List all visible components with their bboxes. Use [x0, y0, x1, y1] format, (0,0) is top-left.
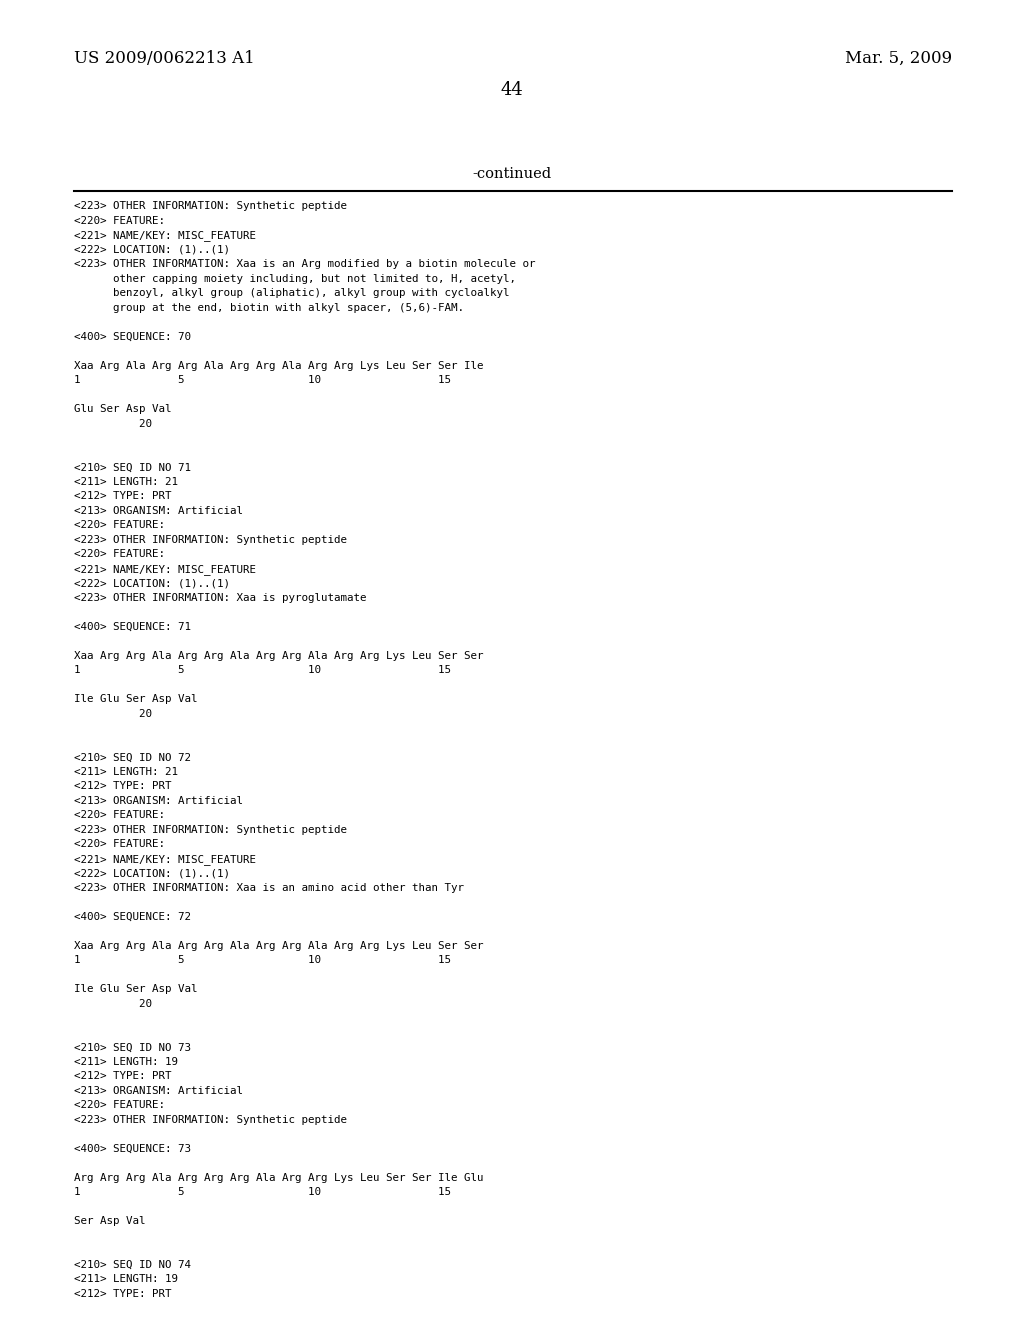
Text: <220> FEATURE:: <220> FEATURE:	[74, 549, 165, 560]
Text: <223> OTHER INFORMATION: Synthetic peptide: <223> OTHER INFORMATION: Synthetic pepti…	[74, 535, 347, 545]
Text: <213> ORGANISM: Artificial: <213> ORGANISM: Artificial	[74, 506, 243, 516]
Text: benzoyl, alkyl group (aliphatic), alkyl group with cycloalkyl: benzoyl, alkyl group (aliphatic), alkyl …	[74, 288, 509, 298]
Text: <220> FEATURE:: <220> FEATURE:	[74, 520, 165, 531]
Text: 20: 20	[74, 709, 152, 719]
Text: Glu Ser Asp Val: Glu Ser Asp Val	[74, 404, 171, 414]
Text: 1               5                   10                  15: 1 5 10 15	[74, 375, 451, 385]
Text: <210> SEQ ID NO 71: <210> SEQ ID NO 71	[74, 462, 190, 473]
Text: <221> NAME/KEY: MISC_FEATURE: <221> NAME/KEY: MISC_FEATURE	[74, 854, 256, 865]
Text: <222> LOCATION: (1)..(1): <222> LOCATION: (1)..(1)	[74, 869, 229, 878]
Text: other capping moiety including, but not limited to, H, acetyl,: other capping moiety including, but not …	[74, 275, 516, 284]
Text: <210> SEQ ID NO 73: <210> SEQ ID NO 73	[74, 1043, 190, 1052]
Text: <213> ORGANISM: Artificial: <213> ORGANISM: Artificial	[74, 796, 243, 807]
Text: <220> FEATURE:: <220> FEATURE:	[74, 840, 165, 849]
Text: <212> TYPE: PRT: <212> TYPE: PRT	[74, 491, 171, 502]
Text: Arg Arg Arg Ala Arg Arg Arg Ala Arg Arg Lys Leu Ser Ser Ile Glu: Arg Arg Arg Ala Arg Arg Arg Ala Arg Arg …	[74, 1173, 483, 1183]
Text: <223> OTHER INFORMATION: Xaa is an Arg modified by a biotin molecule or: <223> OTHER INFORMATION: Xaa is an Arg m…	[74, 260, 536, 269]
Text: <211> LENGTH: 19: <211> LENGTH: 19	[74, 1274, 178, 1284]
Text: <212> TYPE: PRT: <212> TYPE: PRT	[74, 781, 171, 792]
Text: <400> SEQUENCE: 70: <400> SEQUENCE: 70	[74, 331, 190, 342]
Text: Xaa Arg Ala Arg Arg Ala Arg Arg Ala Arg Arg Lys Leu Ser Ser Ile: Xaa Arg Ala Arg Arg Ala Arg Arg Ala Arg …	[74, 360, 483, 371]
Text: <400> SEQUENCE: 72: <400> SEQUENCE: 72	[74, 912, 190, 921]
Text: <211> LENGTH: 21: <211> LENGTH: 21	[74, 477, 178, 487]
Text: <223> OTHER INFORMATION: Xaa is pyroglutamate: <223> OTHER INFORMATION: Xaa is pyroglut…	[74, 593, 367, 603]
Text: <213> ORGANISM: Artificial: <213> ORGANISM: Artificial	[74, 1086, 243, 1096]
Text: <223> OTHER INFORMATION: Synthetic peptide: <223> OTHER INFORMATION: Synthetic pepti…	[74, 1115, 347, 1125]
Text: <220> FEATURE:: <220> FEATURE:	[74, 810, 165, 821]
Text: <210> SEQ ID NO 72: <210> SEQ ID NO 72	[74, 752, 190, 763]
Text: <221> NAME/KEY: MISC_FEATURE: <221> NAME/KEY: MISC_FEATURE	[74, 231, 256, 242]
Text: 44: 44	[501, 81, 523, 99]
Text: <221> NAME/KEY: MISC_FEATURE: <221> NAME/KEY: MISC_FEATURE	[74, 564, 256, 574]
Text: 20: 20	[74, 418, 152, 429]
Text: Ser Asp Val: Ser Asp Val	[74, 1217, 145, 1226]
Text: <400> SEQUENCE: 73: <400> SEQUENCE: 73	[74, 1144, 190, 1154]
Text: Xaa Arg Arg Ala Arg Arg Ala Arg Arg Ala Arg Arg Lys Leu Ser Ser: Xaa Arg Arg Ala Arg Arg Ala Arg Arg Ala …	[74, 651, 483, 661]
Text: <220> FEATURE:: <220> FEATURE:	[74, 1101, 165, 1110]
Text: <211> LENGTH: 19: <211> LENGTH: 19	[74, 1057, 178, 1067]
Text: <211> LENGTH: 21: <211> LENGTH: 21	[74, 767, 178, 777]
Text: Xaa Arg Arg Ala Arg Arg Ala Arg Arg Ala Arg Arg Lys Leu Ser Ser: Xaa Arg Arg Ala Arg Arg Ala Arg Arg Ala …	[74, 941, 483, 950]
Text: 1               5                   10                  15: 1 5 10 15	[74, 956, 451, 965]
Text: <220> FEATURE:: <220> FEATURE:	[74, 216, 165, 226]
Text: Ile Glu Ser Asp Val: Ile Glu Ser Asp Val	[74, 985, 198, 994]
Text: 1               5                   10                  15: 1 5 10 15	[74, 665, 451, 676]
Text: 1               5                   10                  15: 1 5 10 15	[74, 1188, 451, 1197]
Text: <222> LOCATION: (1)..(1): <222> LOCATION: (1)..(1)	[74, 578, 229, 589]
Text: <212> TYPE: PRT: <212> TYPE: PRT	[74, 1288, 171, 1299]
Text: <210> SEQ ID NO 74: <210> SEQ ID NO 74	[74, 1259, 190, 1270]
Text: <212> TYPE: PRT: <212> TYPE: PRT	[74, 1072, 171, 1081]
Text: Ile Glu Ser Asp Val: Ile Glu Ser Asp Val	[74, 694, 198, 705]
Text: <222> LOCATION: (1)..(1): <222> LOCATION: (1)..(1)	[74, 246, 229, 255]
Text: <223> OTHER INFORMATION: Xaa is an amino acid other than Tyr: <223> OTHER INFORMATION: Xaa is an amino…	[74, 883, 464, 892]
Text: <223> OTHER INFORMATION: Synthetic peptide: <223> OTHER INFORMATION: Synthetic pepti…	[74, 825, 347, 836]
Text: group at the end, biotin with alkyl spacer, (5,6)-FAM.: group at the end, biotin with alkyl spac…	[74, 302, 464, 313]
Text: <400> SEQUENCE: 71: <400> SEQUENCE: 71	[74, 622, 190, 632]
Text: <223> OTHER INFORMATION: Synthetic peptide: <223> OTHER INFORMATION: Synthetic pepti…	[74, 202, 347, 211]
Text: 20: 20	[74, 999, 152, 1008]
Text: Mar. 5, 2009: Mar. 5, 2009	[845, 50, 952, 66]
Text: US 2009/0062213 A1: US 2009/0062213 A1	[74, 50, 255, 66]
Text: -continued: -continued	[472, 168, 552, 181]
